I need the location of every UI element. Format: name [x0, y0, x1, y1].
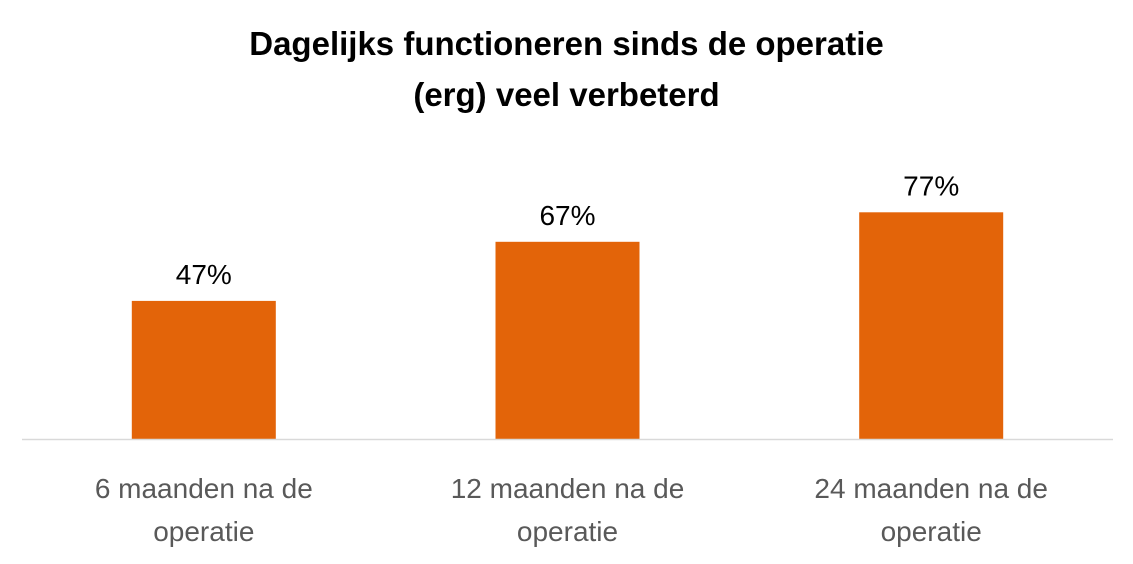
category-label: 24 maanden na de — [814, 473, 1048, 504]
chart-title-line-2: (erg) veel verbeterd — [413, 76, 720, 113]
bar — [495, 241, 640, 440]
chart-title-line-1: Dagelijks functioneren sinds de operatie — [249, 25, 884, 62]
data-label: 77% — [903, 170, 959, 201]
category-label: operatie — [153, 516, 254, 547]
bar — [859, 212, 1004, 440]
data-label: 67% — [539, 200, 595, 231]
category-label: operatie — [881, 516, 982, 547]
category-label: 6 maanden na de — [95, 473, 313, 504]
data-label: 47% — [176, 259, 232, 290]
category-label: 12 maanden na de — [451, 473, 685, 504]
bar — [131, 300, 276, 440]
category-label: operatie — [517, 516, 618, 547]
